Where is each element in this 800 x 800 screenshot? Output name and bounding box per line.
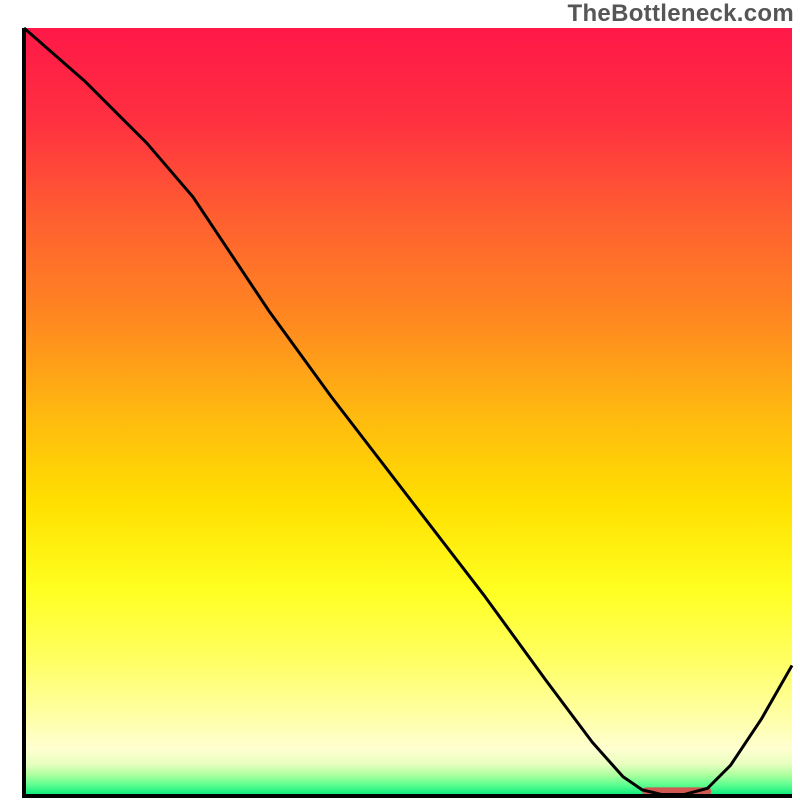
bottleneck-chart [0, 0, 800, 800]
chart-background-gradient [24, 28, 792, 796]
